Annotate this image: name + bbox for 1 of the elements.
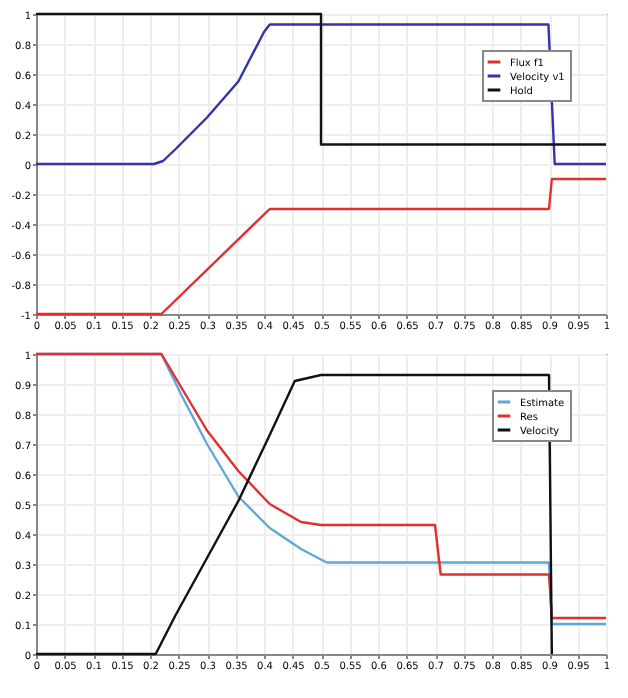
line-series <box>34 23 608 166</box>
